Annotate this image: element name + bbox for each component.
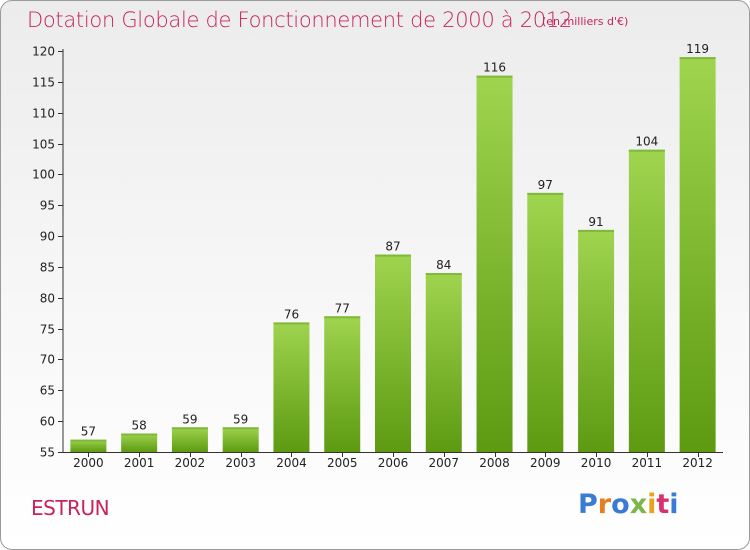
bar-top-edge	[121, 433, 158, 436]
x-tick-label: 2000	[73, 456, 104, 470]
x-tick-label: 2001	[124, 456, 155, 470]
logo-letter: t	[656, 489, 670, 520]
x-axis: 2000 2001 2002 2003 2004 2005 2006 2007 2008 2009…	[63, 452, 723, 470]
y-tick-label: 70	[40, 353, 55, 367]
bar-top-edge	[527, 192, 564, 195]
data-label-2009: 97	[538, 178, 553, 192]
data-label-2008: 116	[483, 61, 506, 75]
bar-top-edge	[324, 316, 361, 319]
bar-top-edge	[375, 254, 411, 257]
proxiti-logo[interactable]: Proxiti	[578, 489, 679, 520]
data-label-2012: 119	[686, 42, 709, 56]
data-label-2005: 77	[335, 301, 350, 315]
y-tick-label: 100	[32, 168, 55, 182]
bar-2000[interactable]	[70, 439, 107, 452]
bar-top-edge	[476, 75, 513, 78]
x-tick-label: 2002	[175, 456, 206, 470]
y-tick-label: 105	[32, 138, 55, 152]
logo-letter: r	[597, 489, 612, 520]
bar-top-edge	[628, 149, 665, 152]
chart-subtitle: (en milliers d'€)	[542, 15, 629, 28]
bar-top-edge	[70, 439, 107, 442]
bar-top-edge	[171, 427, 208, 430]
bar-2012[interactable]	[679, 57, 716, 453]
bar-2001[interactable]	[121, 433, 158, 452]
y-tick-label: 90	[40, 230, 55, 244]
bar-2005[interactable]	[324, 316, 361, 452]
x-tick-label: 2005	[327, 456, 358, 470]
bar-top-edge	[273, 322, 310, 325]
data-label-2010: 91	[588, 215, 603, 229]
y-tick-label: 65	[40, 384, 55, 398]
logo-letter: i	[647, 489, 657, 520]
x-tick-label: 2009	[530, 456, 561, 470]
bar-2006[interactable]	[375, 254, 411, 452]
bars	[70, 57, 716, 453]
x-tick-label: 2006	[378, 456, 409, 470]
bar-2008[interactable]	[476, 75, 513, 452]
bar-2009[interactable]	[527, 192, 564, 452]
bar-top-edge	[679, 57, 716, 60]
bar-2010[interactable]	[578, 229, 615, 452]
data-labels: 57 58 59 59 76 77 87 84 116 97 91 104 119	[81, 42, 709, 438]
data-label-2011: 104	[635, 135, 658, 149]
data-label-2004: 76	[284, 307, 299, 321]
bar-top-edge	[425, 273, 462, 276]
y-tick-label: 115	[32, 76, 55, 90]
logo-letter: o	[611, 489, 630, 520]
bar-top-edge	[222, 427, 259, 430]
y-tick-label: 85	[40, 261, 55, 275]
logo-letter: x	[629, 489, 648, 520]
y-tick-label: 80	[40, 292, 55, 306]
x-tick-label: 2012	[682, 456, 713, 470]
y-tick-label: 55	[40, 446, 55, 460]
bar-top-edge	[578, 229, 615, 232]
data-label-2000: 57	[81, 425, 96, 439]
bar-2004[interactable]	[273, 322, 310, 452]
data-label-2006: 87	[385, 240, 400, 254]
x-tick-label: 2004	[276, 456, 307, 470]
bar-2011[interactable]	[628, 149, 665, 452]
data-label-2007: 84	[436, 258, 451, 272]
y-tick-label: 60	[40, 415, 55, 429]
y-tick-label: 110	[32, 107, 55, 121]
bar-2002[interactable]	[171, 427, 208, 452]
y-tick-label: 95	[40, 199, 55, 213]
commune-name: ESTRUN	[31, 496, 110, 520]
x-tick-label: 2010	[581, 456, 612, 470]
chart-title: Dotation Globale de Fonctionnement de 20…	[27, 8, 572, 32]
data-label-2002: 59	[182, 412, 197, 426]
bar-2007[interactable]	[425, 273, 462, 452]
bar-2003[interactable]	[222, 427, 259, 452]
x-tick-label: 2011	[632, 456, 663, 470]
logo-letter: i	[669, 489, 679, 520]
data-label-2001: 58	[132, 418, 147, 432]
x-tick-label: 2008	[479, 456, 510, 470]
data-label-2003: 59	[233, 412, 248, 426]
y-tick-label: 75	[40, 323, 55, 337]
y-tick-label: 120	[32, 45, 55, 59]
logo-letter: P	[578, 489, 598, 520]
x-tick-label: 2003	[225, 456, 256, 470]
x-tick-label: 2007	[428, 456, 459, 470]
y-axis: 55 60 65 70 75 80 85 90 95 100 105 110 115 120	[32, 45, 64, 460]
